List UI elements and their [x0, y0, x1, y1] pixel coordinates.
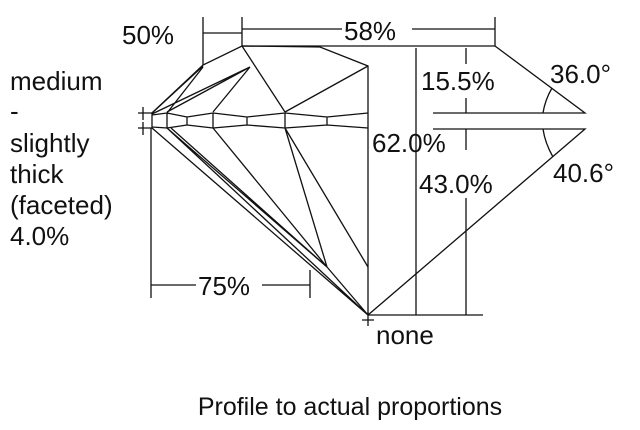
dimension-lines	[150, 17, 587, 316]
crown-half-label: 50%	[122, 20, 174, 50]
girdle-text-line: (faceted)	[10, 190, 113, 220]
girdle-text-line: 4.0%	[10, 221, 69, 251]
depth-dimension	[368, 48, 483, 316]
total-depth-label: 62.0%	[372, 128, 446, 158]
table-label: 58%	[344, 16, 396, 46]
girdle-text-line: -	[10, 96, 19, 126]
angle-diagram	[367, 45, 587, 316]
lower-half-label: 75%	[198, 271, 250, 301]
girdle-text-line: slightly	[10, 128, 89, 158]
lower-half-dimension	[150, 128, 311, 298]
diamond-profile	[138, 45, 495, 326]
crown-half-dimension	[202, 17, 242, 65]
caption: Profile to actual proportions	[198, 393, 502, 421]
girdle-text-line: thick	[10, 159, 64, 189]
table-dimension	[241, 17, 496, 46]
pavilion-angle-arc	[542, 128, 554, 158]
crown-angle-arc	[542, 87, 553, 114]
girdle	[151, 112, 369, 129]
girdle-description: medium - slightly thick (faceted) 4.0%	[10, 66, 113, 251]
crown-facets	[151, 45, 369, 115]
pavilion-facets	[151, 127, 369, 316]
girdle-text-line: medium	[10, 66, 102, 96]
crown-outline	[151, 45, 369, 315]
crown-height-label: 15.5%	[421, 66, 495, 96]
pavilion-depth-label: 43.0%	[419, 169, 493, 199]
crown-angle-label: 36.0°	[550, 59, 611, 89]
pavilion-angle-label: 40.6°	[553, 158, 614, 188]
girdle-marker	[138, 107, 374, 326]
culet-label: none	[376, 320, 434, 350]
